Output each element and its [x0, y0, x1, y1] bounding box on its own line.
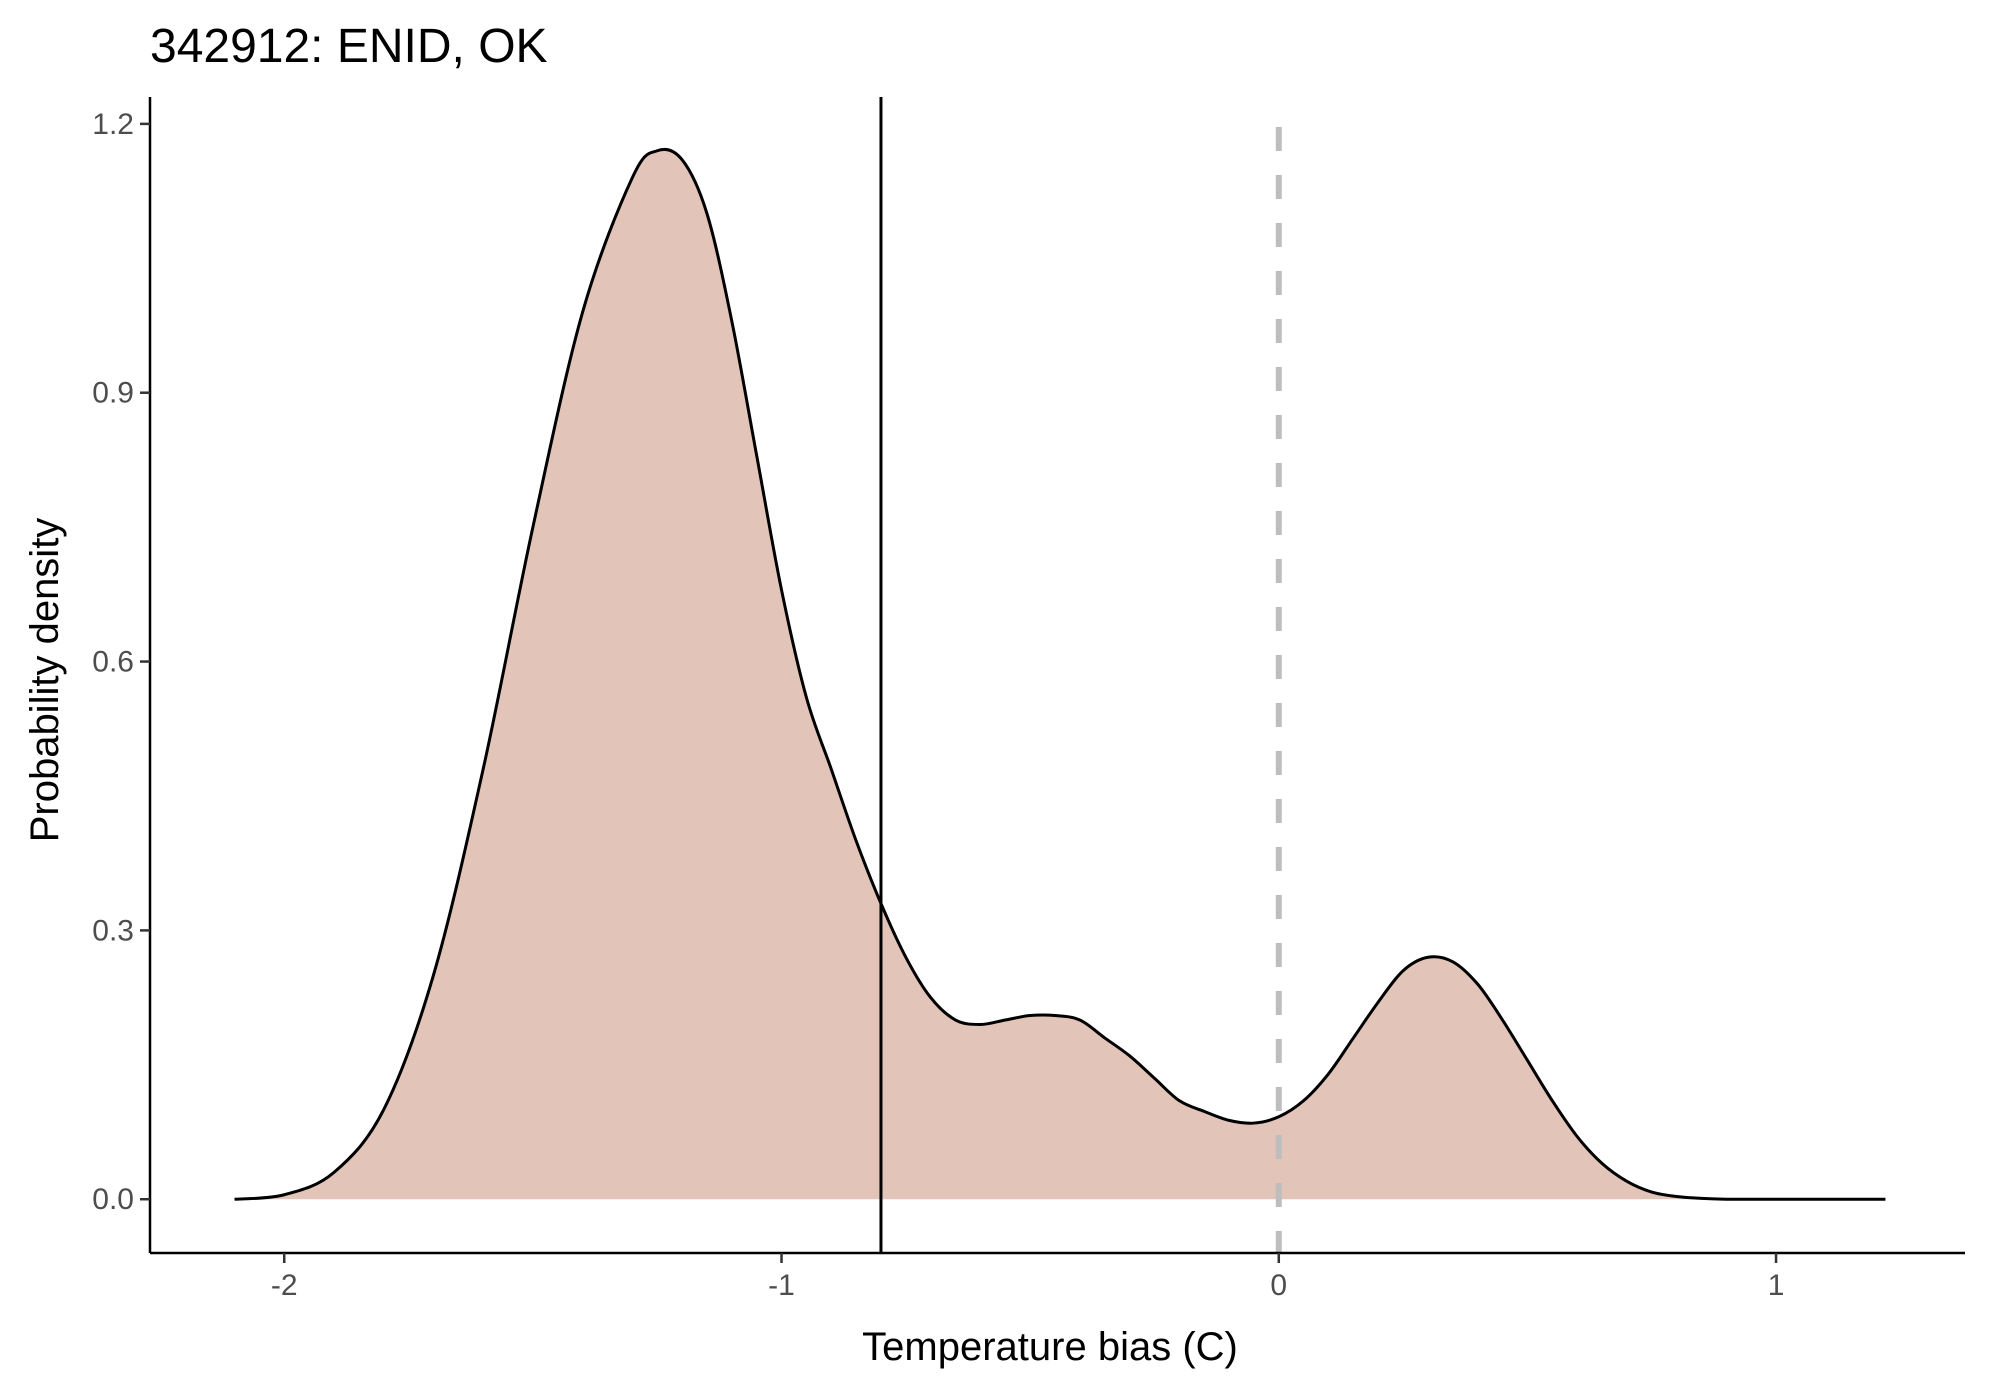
x-axis-ticks: -2 -1 0 1: [271, 1253, 1784, 1302]
y-tick-label: 0.0: [92, 1183, 134, 1216]
x-tick-label: 1: [1768, 1269, 1785, 1302]
y-tick-label: 0.9: [92, 377, 134, 410]
x-tick-label: -1: [768, 1269, 795, 1302]
y-tick-label: 0.3: [92, 914, 134, 947]
y-axis-ticks: 0.0 0.3 0.6 0.9 1.2: [92, 108, 150, 1216]
x-tick-label: 0: [1270, 1269, 1287, 1302]
density-fill: [234, 149, 1886, 1200]
y-tick-label: 0.6: [92, 646, 134, 679]
y-axis-label: Probability density: [23, 518, 67, 843]
chart-title: 342912: ENID, OK: [150, 20, 548, 73]
density-curve: [234, 147, 1886, 1201]
x-axis-label: Temperature bias (C): [862, 1325, 1238, 1369]
y-tick-label: 1.2: [92, 108, 134, 141]
x-tick-label: -2: [271, 1269, 298, 1302]
plot-area: [234, 97, 1886, 1253]
